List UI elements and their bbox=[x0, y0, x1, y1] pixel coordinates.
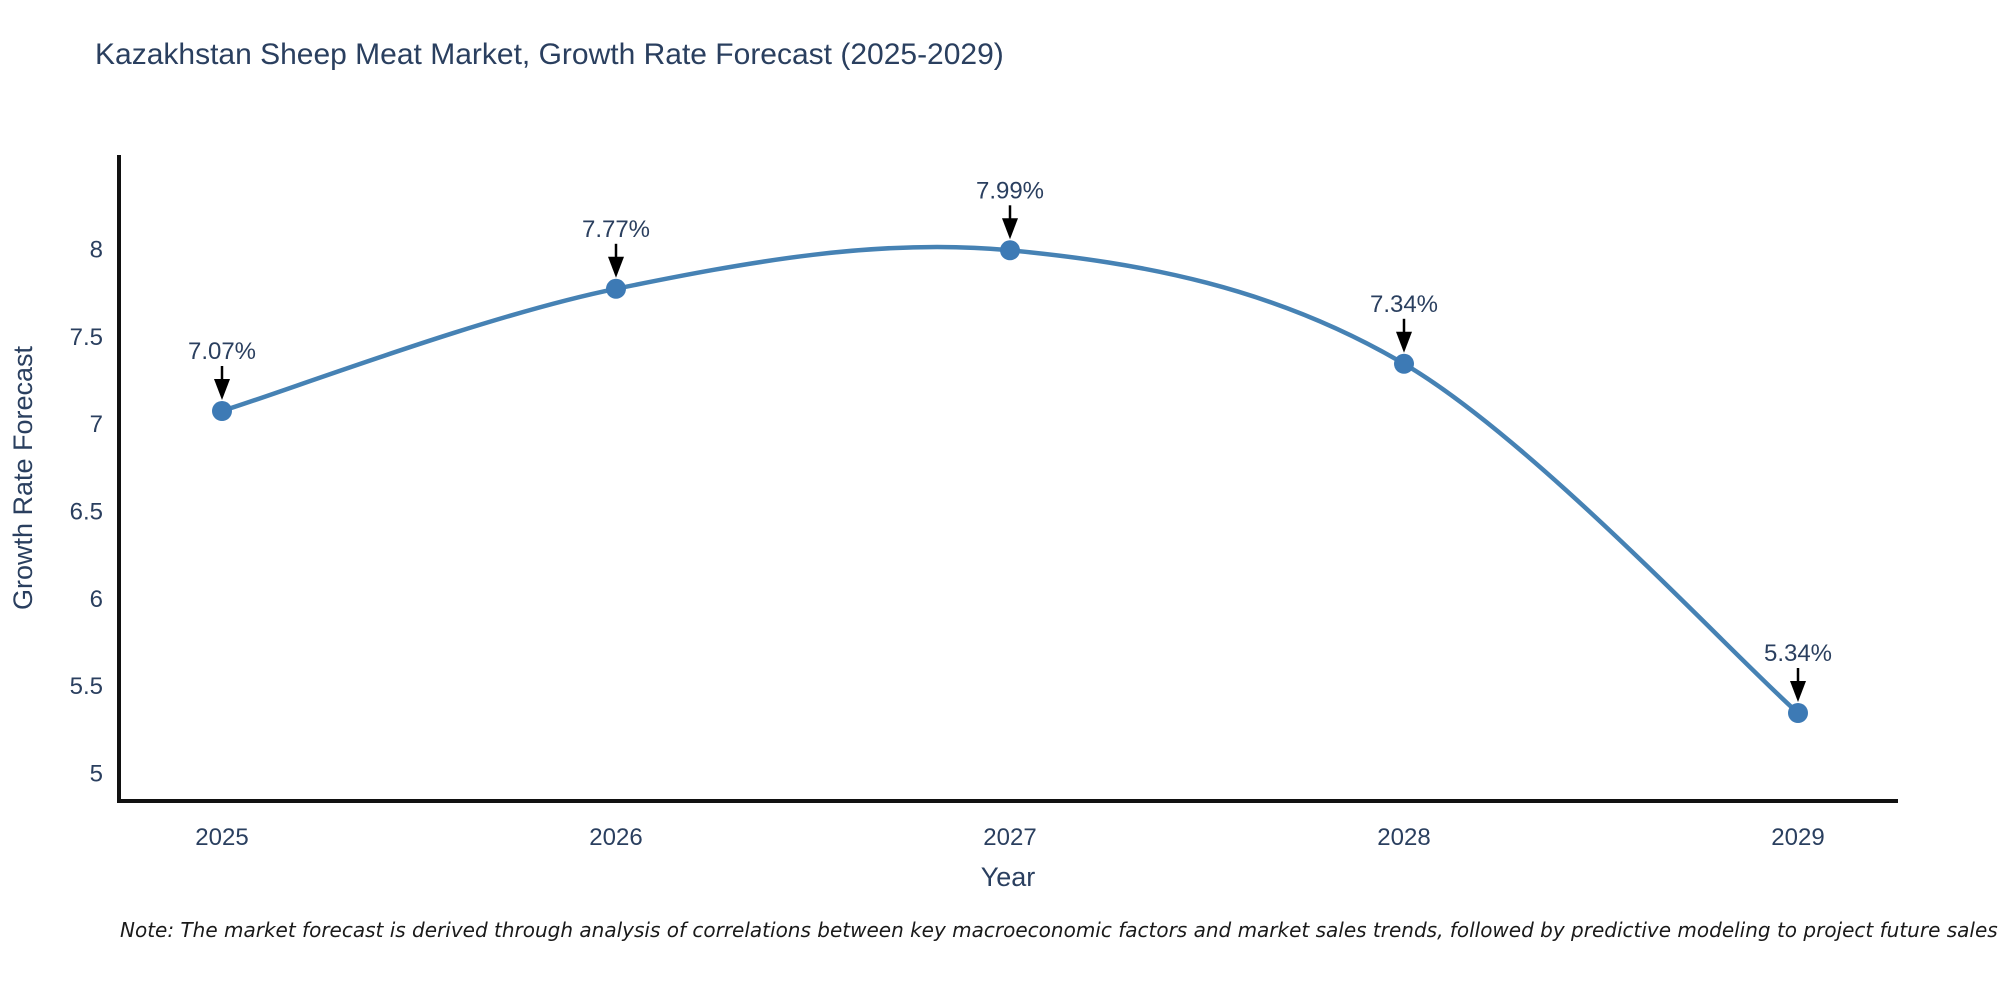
data-point-marker bbox=[1788, 703, 1808, 723]
data-point-marker bbox=[1394, 353, 1414, 374]
x-tick-label: 2026 bbox=[589, 824, 642, 851]
x-axis-title: Year bbox=[981, 862, 1036, 892]
chart-title: Kazakhstan Sheep Meat Market, Growth Rat… bbox=[95, 38, 1004, 71]
data-point-label: 7.07% bbox=[188, 338, 256, 365]
annotation-arrowhead bbox=[1396, 331, 1412, 353]
data-point-marker bbox=[1000, 240, 1020, 261]
x-tick-label: 2028 bbox=[1377, 824, 1430, 851]
y-tick-label: 6 bbox=[90, 586, 103, 613]
annotation-arrowhead bbox=[214, 379, 230, 400]
y-tick-label: 7.5 bbox=[70, 324, 103, 351]
y-axis-title: Growth Rate Forecast bbox=[8, 345, 38, 610]
annotation-arrowhead bbox=[608, 256, 624, 278]
data-point-label: 5.34% bbox=[1764, 640, 1832, 667]
y-tick-label: 5 bbox=[90, 760, 103, 787]
data-point-label: 7.77% bbox=[582, 216, 650, 243]
trend-line-group bbox=[219, 244, 1801, 716]
annotation-arrowhead bbox=[1002, 218, 1018, 240]
x-axis: 2025 2026 2027 2028 2029 bbox=[117, 799, 1898, 851]
y-tick-label: 6.5 bbox=[70, 499, 103, 526]
y-tick-label: 5.5 bbox=[70, 673, 103, 700]
data-point-marker bbox=[606, 278, 626, 299]
y-axis: 5 5.5 6 6.5 7 7.5 8 bbox=[70, 155, 121, 803]
footnote: Note: The market forecast is derived thr… bbox=[120, 918, 1998, 942]
y-tick-label: 8 bbox=[90, 237, 103, 264]
trend-line bbox=[219, 244, 1801, 716]
data-point-label: 7.99% bbox=[976, 177, 1044, 204]
annotations-group: 7.07% 7.77% 7.99% 7.34% 5.34% bbox=[188, 177, 1832, 702]
markers-group bbox=[212, 240, 1808, 723]
data-point-marker bbox=[212, 401, 232, 421]
annotation-arrowhead bbox=[1790, 681, 1806, 702]
x-tick-label: 2029 bbox=[1771, 824, 1824, 851]
x-tick-label: 2027 bbox=[983, 824, 1036, 851]
data-point-label: 7.34% bbox=[1370, 291, 1438, 318]
y-tick-label: 7 bbox=[90, 411, 103, 438]
x-tick-label: 2025 bbox=[195, 824, 248, 851]
